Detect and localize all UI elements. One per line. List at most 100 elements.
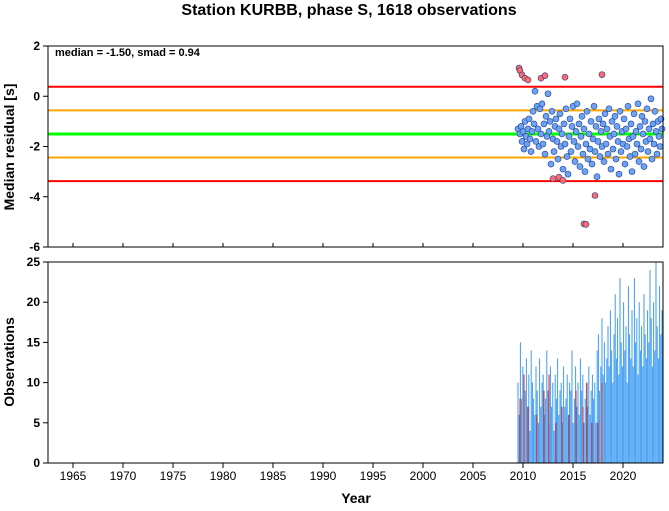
residual-point — [656, 143, 664, 150]
outlier-bar — [543, 390, 545, 463]
observation-bar — [570, 390, 572, 463]
residual-point — [578, 113, 586, 120]
residual-point — [530, 120, 538, 128]
residual-point — [553, 138, 561, 145]
observation-bar — [648, 342, 650, 463]
observation-bar — [630, 358, 632, 463]
residual-point — [602, 140, 610, 148]
observation-bar — [621, 366, 623, 463]
residual-point — [609, 145, 617, 153]
residual-point — [568, 123, 576, 130]
observation-bar — [535, 366, 537, 463]
residual-point — [621, 160, 629, 168]
observation-bar — [607, 326, 609, 463]
observation-bar — [615, 358, 617, 463]
outlier-bar — [575, 390, 577, 463]
y-tick-label: -6 — [29, 240, 40, 254]
observation-bar — [558, 414, 560, 463]
observation-bar — [572, 422, 574, 463]
residual-point — [556, 110, 564, 118]
residual-point — [547, 160, 555, 168]
observation-bars — [517, 262, 663, 463]
residual-point — [562, 105, 570, 113]
observation-bar — [560, 382, 562, 463]
observation-bar — [629, 334, 631, 463]
observation-bar — [647, 310, 649, 463]
observation-bar — [606, 358, 608, 463]
residual-point — [622, 125, 630, 133]
residual-point — [583, 108, 591, 115]
observation-bar — [620, 342, 622, 463]
residual-panel: 2 0 -2 -4 -6 median = -1.50, smad = 0.94 Med… — [1, 39, 666, 254]
observation-bar — [613, 334, 615, 463]
residual-point — [617, 148, 625, 155]
residual-point — [591, 148, 599, 155]
residual-point — [644, 148, 652, 155]
residual-point — [652, 128, 660, 135]
residual-point — [577, 133, 585, 140]
residual-point — [575, 120, 583, 128]
residual-point — [597, 128, 605, 135]
residual-point — [558, 130, 566, 138]
residual-point — [594, 138, 602, 145]
residual-point — [603, 125, 611, 133]
residual-point — [570, 138, 578, 145]
residual-point — [545, 128, 553, 135]
observation-bar — [541, 382, 543, 463]
x-tick-label: 2020 — [610, 469, 637, 483]
chart-title: Station KURBB, phase S, 1618 observation… — [181, 2, 516, 19]
residual-y-axis-label: Median residual [s] — [1, 84, 17, 211]
observation-bar — [660, 334, 662, 463]
observation-bar — [597, 334, 599, 463]
residual-point — [573, 100, 581, 108]
observation-bar — [642, 366, 644, 463]
observation-bar — [559, 390, 561, 463]
observation-bar — [633, 278, 635, 463]
residual-point — [523, 140, 531, 148]
x-tick-label: 1990 — [310, 469, 337, 483]
outlier-point — [549, 175, 557, 182]
x-tick-label: 1975 — [160, 469, 187, 483]
observation-bar — [653, 302, 655, 463]
residual-point — [590, 103, 598, 110]
observation-bar — [528, 374, 530, 463]
residual-point — [632, 128, 640, 135]
residual-point — [566, 115, 574, 123]
residual-point — [552, 115, 560, 123]
observation-bar — [638, 302, 640, 463]
residual-point — [648, 155, 656, 163]
residual-point — [555, 125, 563, 133]
y-tick-label: 0 — [33, 89, 40, 103]
outlier-bar — [601, 382, 603, 463]
observation-bar — [525, 358, 527, 463]
observation-bar — [567, 414, 569, 463]
observation-bar — [596, 350, 598, 463]
residual-point — [601, 110, 609, 118]
observation-bar — [656, 326, 658, 463]
observation-bar — [587, 406, 589, 463]
observation-bar — [624, 350, 626, 463]
observation-bar — [577, 382, 579, 463]
observation-bar — [643, 294, 645, 463]
residual-y-ticks: 2 0 -2 -4 -6 — [29, 39, 48, 254]
residual-point — [540, 120, 548, 128]
observation-bar — [645, 358, 647, 463]
residual-point — [636, 123, 644, 130]
observation-bar — [547, 390, 549, 463]
observation-bar — [569, 382, 571, 463]
observation-bar — [617, 318, 619, 463]
observation-bar — [553, 430, 555, 463]
observations-y-axis-label: Observations — [1, 317, 17, 407]
observation-bar — [531, 382, 533, 463]
observation-bar — [602, 374, 604, 463]
outlier-point — [541, 72, 549, 79]
x-tick-label: 2010 — [510, 469, 537, 483]
x-tick-label: 2015 — [560, 469, 587, 483]
outlier-point — [559, 177, 567, 184]
observation-bar — [579, 358, 581, 463]
residual-point — [534, 125, 542, 133]
residual-point — [563, 153, 571, 160]
observation-bar — [632, 366, 634, 463]
observation-bar — [576, 406, 578, 463]
residual-point — [528, 128, 536, 135]
